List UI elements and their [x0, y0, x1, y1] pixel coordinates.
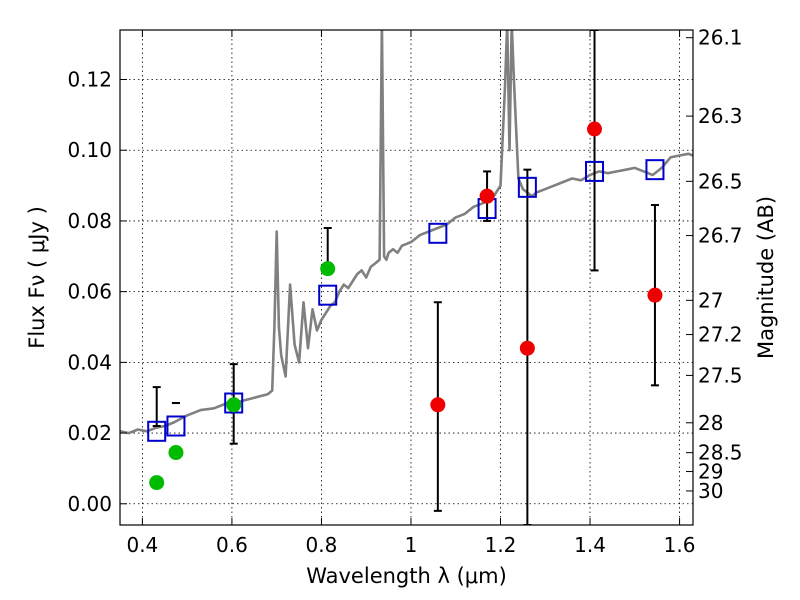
y-tick-label: 0.02: [67, 421, 112, 445]
y2-tick-label: 27.2: [698, 323, 743, 347]
model-photometry-square: [166, 415, 186, 437]
y-tick-label: 0.00: [67, 492, 112, 516]
x-tick-label: 0.6: [216, 533, 248, 557]
observed-point-red: [587, 121, 603, 137]
y2-tick-label: 26.7: [698, 224, 743, 248]
y-tick-label: 0.12: [67, 68, 112, 92]
x-tick-label: 0.8: [306, 533, 338, 557]
model-photometry-square: [585, 160, 605, 182]
model-photometry-square: [517, 176, 537, 198]
y2-tick-label: 27.5: [698, 363, 743, 387]
y2-tick-label: 26.5: [698, 169, 743, 193]
spectrum-line: [120, 30, 693, 435]
x-tick-label: 1.6: [664, 533, 696, 557]
x-tick-label: 1.2: [485, 533, 517, 557]
y-tick-label: 0.10: [67, 138, 112, 162]
observed-point-green: [320, 261, 336, 277]
grid: [120, 30, 693, 525]
x-tick-label: 0.4: [126, 533, 158, 557]
x-tick-label: 1.4: [574, 533, 606, 557]
observed-point-green: [149, 475, 165, 491]
observed-point-green: [226, 397, 242, 413]
observed-point-red: [430, 397, 446, 413]
observed-point-red: [647, 287, 663, 303]
observed-point-red: [519, 340, 535, 356]
model-photometry-square: [224, 392, 244, 414]
plot-frame: [119, 29, 694, 526]
y2-tick-label: 26.3: [698, 104, 743, 128]
model-photometry-square: [318, 284, 338, 306]
y2-tick-label: 28.5: [698, 441, 743, 465]
x-tick-label: 1: [405, 533, 418, 557]
y-tick-label: 0.08: [67, 209, 112, 233]
y2-tick-label: 29: [698, 460, 723, 484]
y2-tick-label: 27: [698, 288, 723, 312]
y2-axis-label: Magnitude (AB): [754, 196, 778, 359]
y2-tick-label: 30: [698, 479, 723, 503]
plot-area: [120, 30, 693, 525]
observed-point-green: [168, 445, 184, 461]
model-photometry-square: [645, 159, 665, 181]
x-axis-label: Wavelength λ (μm): [306, 564, 507, 588]
observed-point-red: [479, 188, 495, 204]
y-axis-label: Flux Fν ( μJy ): [25, 206, 49, 349]
axis-ticks: 0.4 0.6 0.8 1 1.2 1.4 1.6 0.00 0.02 0.04 0.06 0.08 0…: [67, 26, 742, 557]
y2-tick-label: 28: [698, 411, 723, 435]
y-tick-label: 0.06: [67, 280, 112, 304]
model-photometry-square: [147, 420, 167, 442]
model-photometry-square: [428, 222, 448, 244]
y-tick-label: 0.04: [67, 350, 112, 374]
y2-tick-label: 26.1: [698, 26, 743, 50]
